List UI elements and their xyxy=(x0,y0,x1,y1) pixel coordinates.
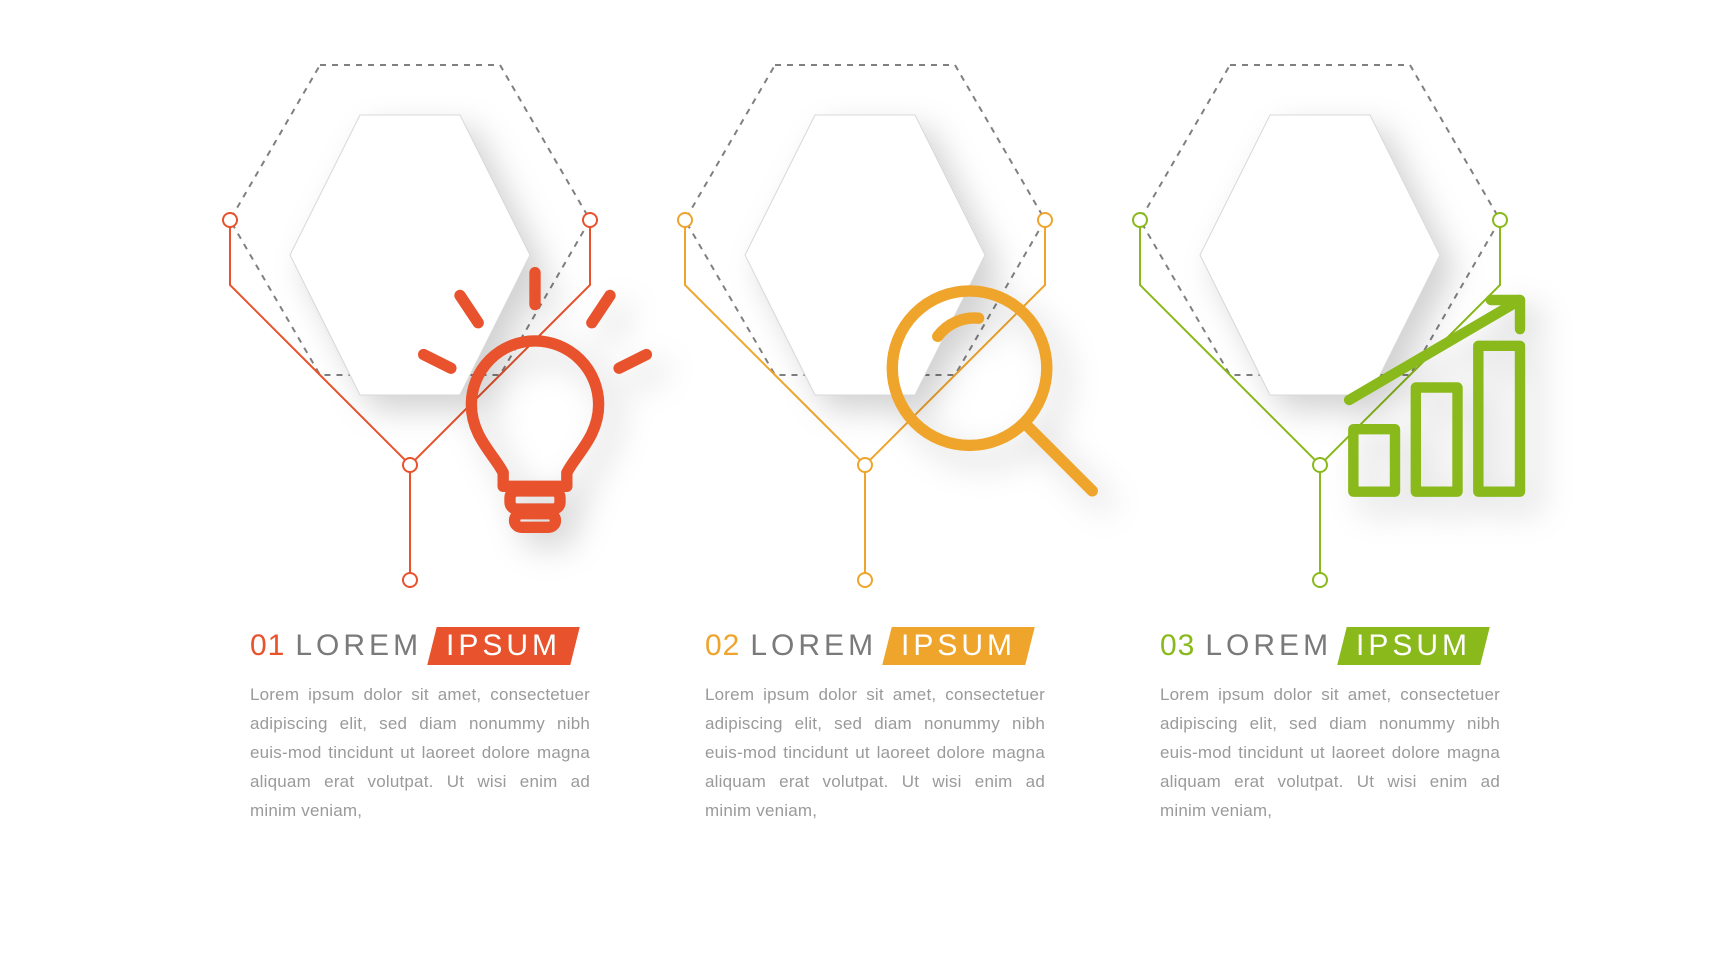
text-block-1: 01 LOREM IPSUM Lorem ipsum dolor sit ame… xyxy=(250,627,590,825)
title-badge: IPSUM xyxy=(1337,627,1489,665)
title-line-1: 01 LOREM IPSUM xyxy=(250,627,590,665)
inner-hexagon-2 xyxy=(740,110,990,400)
title-word-a: LOREM xyxy=(1205,629,1332,663)
title-line-3: 03 LOREM IPSUM xyxy=(1160,627,1500,665)
info-item-2: 02 LOREM IPSUM Lorem ipsum dolor sit ame… xyxy=(645,55,1085,615)
title-word-b: IPSUM xyxy=(901,629,1016,663)
title-line-2: 02 LOREM IPSUM xyxy=(705,627,1045,665)
title-word-b: IPSUM xyxy=(446,629,561,663)
title-word-a: LOREM xyxy=(295,629,422,663)
item-number: 02 xyxy=(705,629,740,663)
hex-graphic-1 xyxy=(190,55,630,615)
title-word-b: IPSUM xyxy=(1356,629,1471,663)
body-text: Lorem ipsum dolor sit amet, consectetuer… xyxy=(1160,681,1500,825)
title-badge: IPSUM xyxy=(427,627,579,665)
item-number: 03 xyxy=(1160,629,1195,663)
info-item-3: 03 LOREM IPSUM Lorem ipsum dolor sit ame… xyxy=(1100,55,1540,615)
item-number: 01 xyxy=(250,629,285,663)
inner-hexagon-3 xyxy=(1195,110,1445,400)
infographic-stage: 01 LOREM IPSUM Lorem ipsum dolor sit ame… xyxy=(0,0,1729,980)
inner-hexagon-1 xyxy=(285,110,535,400)
body-text: Lorem ipsum dolor sit amet, consectetuer… xyxy=(705,681,1045,825)
hex-graphic-2 xyxy=(645,55,1085,615)
body-text: Lorem ipsum dolor sit amet, consectetuer… xyxy=(250,681,590,825)
info-item-1: 01 LOREM IPSUM Lorem ipsum dolor sit ame… xyxy=(190,55,630,615)
hex-graphic-3 xyxy=(1100,55,1540,615)
title-word-a: LOREM xyxy=(750,629,877,663)
text-block-3: 03 LOREM IPSUM Lorem ipsum dolor sit ame… xyxy=(1160,627,1500,825)
text-block-2: 02 LOREM IPSUM Lorem ipsum dolor sit ame… xyxy=(705,627,1045,825)
title-badge: IPSUM xyxy=(882,627,1034,665)
